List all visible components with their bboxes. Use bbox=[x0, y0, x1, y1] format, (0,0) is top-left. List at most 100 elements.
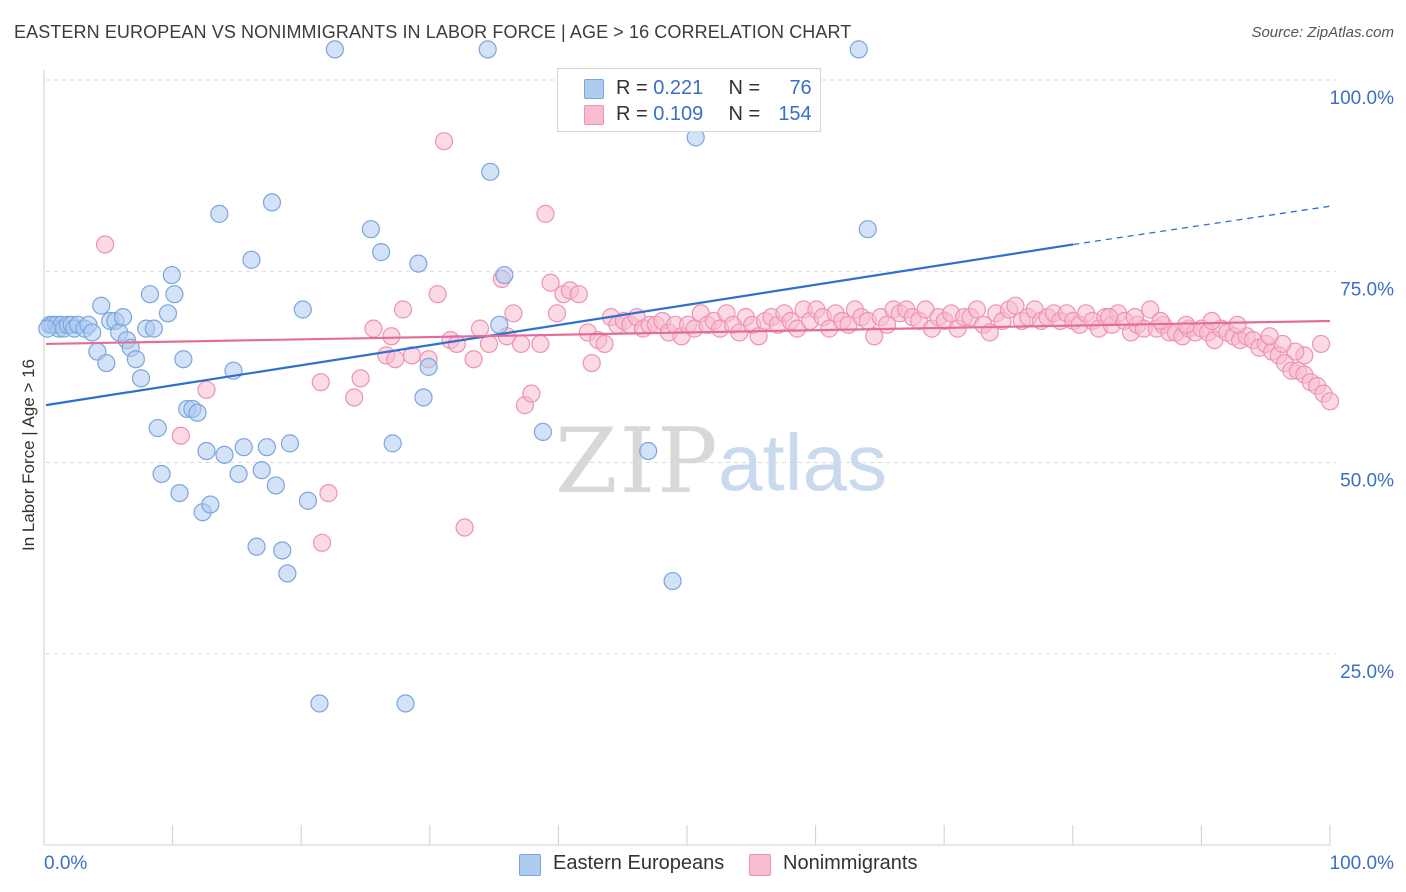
data-point bbox=[490, 315, 509, 334]
data-point bbox=[229, 464, 248, 484]
data-point bbox=[478, 40, 497, 59]
data-point bbox=[511, 334, 531, 354]
data-point bbox=[386, 350, 405, 369]
data-point bbox=[383, 434, 402, 453]
data-point bbox=[293, 300, 312, 319]
legend-swatch-nonimmigrants bbox=[749, 854, 771, 876]
x-tick-label: 0.0% bbox=[44, 853, 87, 874]
data-point bbox=[92, 296, 111, 315]
y-tick-label: 25.0% bbox=[1340, 662, 1394, 683]
data-point bbox=[464, 350, 483, 369]
data-point bbox=[38, 319, 57, 338]
legend-n-label: N = bbox=[728, 77, 761, 99]
data-point bbox=[351, 369, 370, 388]
data-point bbox=[140, 285, 160, 304]
data-point bbox=[541, 273, 560, 292]
legend-label-eastern-europeans: Eastern Europeans bbox=[553, 852, 725, 874]
data-point bbox=[311, 373, 330, 392]
correlation-legend: R = 0.221 N = 76 R = 0.109 N = 154 bbox=[557, 68, 821, 132]
data-point bbox=[1006, 296, 1025, 315]
data-point bbox=[1151, 311, 1170, 331]
data-point bbox=[372, 243, 391, 262]
data-point bbox=[273, 541, 292, 560]
data-point bbox=[409, 254, 428, 273]
data-point bbox=[504, 304, 523, 323]
data-point bbox=[663, 571, 682, 591]
data-point bbox=[197, 441, 216, 461]
data-point bbox=[197, 380, 216, 399]
data-point bbox=[144, 319, 163, 338]
data-point bbox=[1260, 327, 1279, 346]
watermark-zip: ZIP bbox=[555, 409, 720, 514]
data-point bbox=[1177, 315, 1196, 334]
data-point bbox=[481, 162, 500, 181]
source-label: Source: ZipAtlas.com bbox=[1251, 24, 1394, 41]
trend-line-extension bbox=[1073, 205, 1331, 246]
data-point bbox=[1100, 308, 1119, 327]
data-point bbox=[1228, 315, 1247, 334]
data-point bbox=[234, 438, 253, 457]
data-point bbox=[152, 464, 171, 484]
y-tick-label: 100.0% bbox=[1330, 88, 1395, 109]
data-point bbox=[266, 476, 285, 495]
data-point bbox=[280, 434, 300, 453]
legend-r-value: 0.221 bbox=[653, 77, 704, 99]
legend-n-value: 154 bbox=[778, 103, 812, 125]
tick-labels: 25.0% 50.0% 75.0% 100.0% 0.0% 100.0% bbox=[44, 88, 1394, 874]
data-point bbox=[325, 40, 344, 59]
data-point bbox=[310, 694, 329, 713]
data-point bbox=[639, 441, 658, 461]
data-point bbox=[858, 220, 877, 239]
data-point bbox=[126, 350, 145, 369]
series-nonimmigrants bbox=[95, 132, 1340, 552]
data-point bbox=[364, 319, 383, 338]
data-point bbox=[447, 334, 466, 354]
grid-lines bbox=[46, 79, 1336, 655]
data-point bbox=[1202, 311, 1221, 331]
data-point bbox=[158, 304, 178, 323]
legend-r-label: R = bbox=[616, 103, 648, 125]
axes bbox=[43, 70, 1331, 846]
data-point bbox=[1141, 300, 1160, 319]
data-point bbox=[262, 193, 282, 212]
data-point bbox=[479, 334, 499, 354]
data-point bbox=[278, 564, 297, 583]
data-point bbox=[201, 495, 220, 514]
data-point bbox=[1311, 334, 1331, 354]
legend-swatch-nonimmigrants bbox=[584, 105, 604, 125]
x-tick-label: 100.0% bbox=[1330, 853, 1395, 874]
watermark-atlas: atlas bbox=[718, 418, 887, 507]
data-point bbox=[967, 300, 987, 319]
data-point bbox=[298, 491, 318, 510]
data-point bbox=[455, 518, 474, 537]
data-point bbox=[547, 304, 567, 323]
legend-label-nonimmigrants: Nonimmigrants bbox=[783, 852, 918, 874]
data-point bbox=[414, 388, 433, 407]
data-point bbox=[382, 327, 401, 346]
data-point bbox=[495, 265, 514, 285]
data-point bbox=[533, 422, 553, 441]
data-point bbox=[242, 250, 261, 269]
chart-title: EASTERN EUROPEAN VS NONIMMIGRANTS IN LAB… bbox=[14, 22, 852, 42]
legend-r-value: 0.109 bbox=[653, 103, 704, 125]
data-point bbox=[849, 40, 868, 59]
data-point bbox=[252, 461, 271, 480]
data-point bbox=[531, 334, 550, 354]
data-point bbox=[396, 694, 415, 713]
data-point bbox=[312, 533, 332, 552]
data-point bbox=[210, 204, 229, 223]
data-point bbox=[1125, 308, 1144, 327]
trend-line bbox=[45, 319, 1331, 346]
data-point bbox=[97, 353, 116, 373]
legend-n-label: N = bbox=[728, 103, 761, 125]
data-point bbox=[257, 438, 276, 457]
data-point bbox=[170, 484, 189, 503]
data-point bbox=[434, 132, 454, 151]
legend-swatch-eastern-europeans bbox=[584, 79, 604, 99]
watermark: ZIP atlas bbox=[555, 409, 887, 514]
data-point bbox=[319, 484, 338, 503]
data-point bbox=[361, 220, 380, 239]
data-point bbox=[345, 388, 364, 407]
data-point bbox=[148, 418, 167, 438]
